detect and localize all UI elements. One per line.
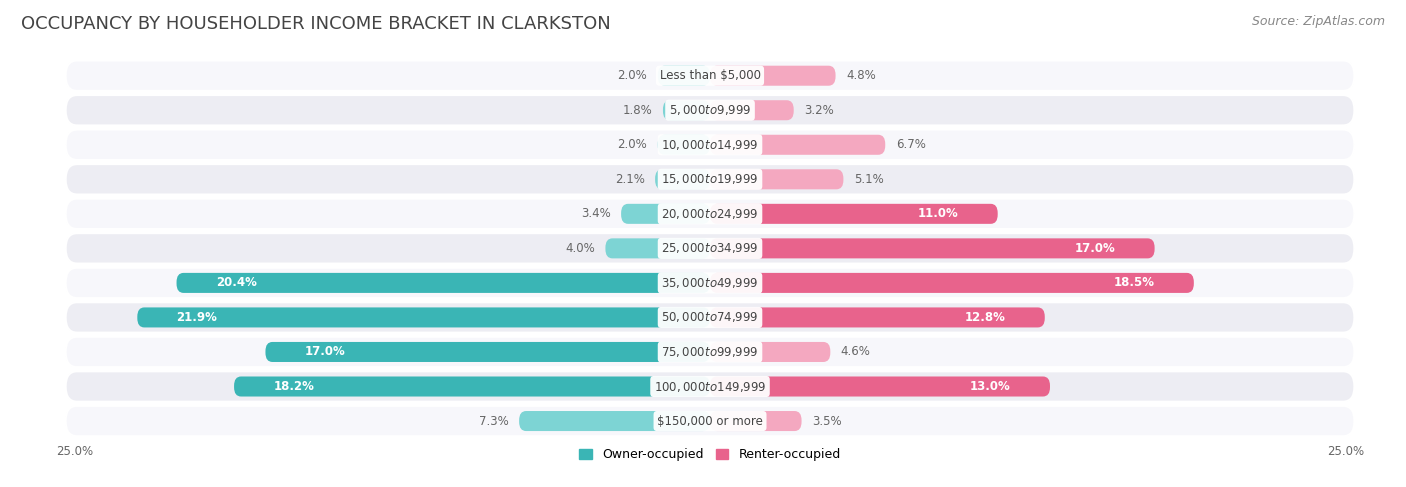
FancyBboxPatch shape (658, 135, 710, 155)
FancyBboxPatch shape (66, 337, 1354, 367)
FancyBboxPatch shape (664, 100, 710, 120)
FancyBboxPatch shape (66, 199, 1354, 229)
Text: 25.0%: 25.0% (56, 445, 93, 458)
Text: 13.0%: 13.0% (970, 380, 1011, 393)
Text: 18.5%: 18.5% (1114, 277, 1154, 289)
Text: 2.0%: 2.0% (617, 138, 647, 151)
Text: 6.7%: 6.7% (896, 138, 925, 151)
Text: 12.8%: 12.8% (965, 311, 1005, 324)
FancyBboxPatch shape (66, 302, 1354, 333)
Text: 3.4%: 3.4% (581, 207, 610, 220)
Text: Less than $5,000: Less than $5,000 (659, 69, 761, 82)
FancyBboxPatch shape (710, 273, 1194, 293)
Text: 4.8%: 4.8% (846, 69, 876, 82)
FancyBboxPatch shape (710, 135, 886, 155)
Text: $20,000 to $24,999: $20,000 to $24,999 (661, 207, 759, 221)
Text: $25,000 to $34,999: $25,000 to $34,999 (661, 242, 759, 255)
FancyBboxPatch shape (66, 130, 1354, 160)
FancyBboxPatch shape (710, 66, 835, 86)
Text: $10,000 to $14,999: $10,000 to $14,999 (661, 138, 759, 152)
FancyBboxPatch shape (710, 238, 1154, 259)
FancyBboxPatch shape (606, 238, 710, 259)
Text: 21.9%: 21.9% (177, 311, 218, 324)
Text: 20.4%: 20.4% (215, 277, 257, 289)
Text: 17.0%: 17.0% (305, 345, 346, 358)
FancyBboxPatch shape (66, 371, 1354, 402)
FancyBboxPatch shape (655, 169, 710, 189)
Text: 4.6%: 4.6% (841, 345, 870, 358)
Text: $75,000 to $99,999: $75,000 to $99,999 (661, 345, 759, 359)
Text: 5.1%: 5.1% (853, 173, 883, 186)
Text: 18.2%: 18.2% (273, 380, 314, 393)
FancyBboxPatch shape (66, 60, 1354, 91)
FancyBboxPatch shape (177, 273, 710, 293)
FancyBboxPatch shape (233, 376, 710, 396)
FancyBboxPatch shape (621, 204, 710, 224)
Text: $150,000 or more: $150,000 or more (657, 414, 763, 428)
FancyBboxPatch shape (138, 307, 710, 327)
FancyBboxPatch shape (710, 307, 1045, 327)
Text: $35,000 to $49,999: $35,000 to $49,999 (661, 276, 759, 290)
Text: 2.0%: 2.0% (617, 69, 647, 82)
FancyBboxPatch shape (66, 164, 1354, 194)
FancyBboxPatch shape (266, 342, 710, 362)
FancyBboxPatch shape (710, 411, 801, 431)
Text: OCCUPANCY BY HOUSEHOLDER INCOME BRACKET IN CLARKSTON: OCCUPANCY BY HOUSEHOLDER INCOME BRACKET … (21, 15, 610, 33)
FancyBboxPatch shape (66, 406, 1354, 436)
FancyBboxPatch shape (710, 100, 794, 120)
Text: 25.0%: 25.0% (1327, 445, 1364, 458)
Text: 2.1%: 2.1% (614, 173, 644, 186)
Text: 3.5%: 3.5% (813, 414, 842, 428)
Text: Source: ZipAtlas.com: Source: ZipAtlas.com (1251, 15, 1385, 28)
Text: $100,000 to $149,999: $100,000 to $149,999 (654, 379, 766, 393)
Text: 11.0%: 11.0% (918, 207, 959, 220)
FancyBboxPatch shape (66, 268, 1354, 298)
Text: 3.2%: 3.2% (804, 104, 834, 117)
FancyBboxPatch shape (66, 95, 1354, 126)
Text: 1.8%: 1.8% (623, 104, 652, 117)
FancyBboxPatch shape (710, 204, 998, 224)
Text: $15,000 to $19,999: $15,000 to $19,999 (661, 172, 759, 187)
FancyBboxPatch shape (658, 66, 710, 86)
Text: $5,000 to $9,999: $5,000 to $9,999 (669, 103, 751, 117)
Legend: Owner-occupied, Renter-occupied: Owner-occupied, Renter-occupied (575, 443, 845, 466)
FancyBboxPatch shape (710, 342, 831, 362)
FancyBboxPatch shape (519, 411, 710, 431)
Text: 17.0%: 17.0% (1074, 242, 1115, 255)
Text: 4.0%: 4.0% (565, 242, 595, 255)
FancyBboxPatch shape (710, 169, 844, 189)
FancyBboxPatch shape (710, 376, 1050, 396)
Text: $50,000 to $74,999: $50,000 to $74,999 (661, 310, 759, 324)
Text: 7.3%: 7.3% (479, 414, 509, 428)
FancyBboxPatch shape (66, 233, 1354, 263)
